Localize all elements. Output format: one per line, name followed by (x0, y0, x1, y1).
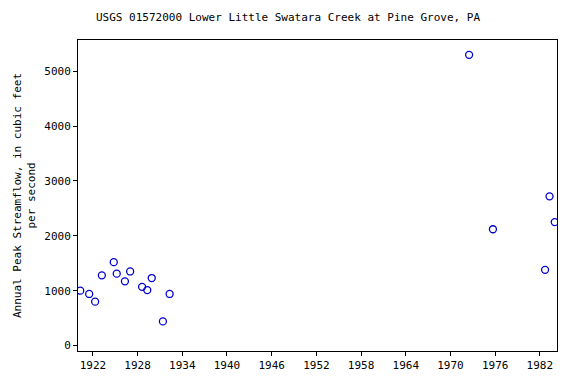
svg-text:1976: 1976 (482, 359, 509, 372)
svg-text:1964: 1964 (393, 359, 420, 372)
svg-text:USGS 01572000 Lower Little Swa: USGS 01572000 Lower Little Swatara Creek… (96, 11, 480, 24)
svg-text:1000: 1000 (44, 285, 71, 298)
svg-text:5000: 5000 (44, 65, 71, 78)
svg-text:1940: 1940 (214, 359, 241, 372)
svg-text:0: 0 (64, 339, 71, 352)
svg-text:1928: 1928 (124, 359, 151, 372)
svg-text:1946: 1946 (258, 359, 285, 372)
svg-text:1952: 1952 (303, 359, 330, 372)
svg-text:1934: 1934 (169, 359, 196, 372)
svg-text:1922: 1922 (80, 359, 107, 372)
svg-text:1970: 1970 (437, 359, 464, 372)
svg-text:3000: 3000 (44, 175, 71, 188)
svg-text:4000: 4000 (44, 120, 71, 133)
svg-text:1982: 1982 (527, 359, 554, 372)
svg-text:1958: 1958 (348, 359, 375, 372)
svg-text:Annual Peak Streamflow, in cub: Annual Peak Streamflow, in cubic feetper… (11, 73, 38, 318)
svg-text:2000: 2000 (44, 230, 71, 243)
